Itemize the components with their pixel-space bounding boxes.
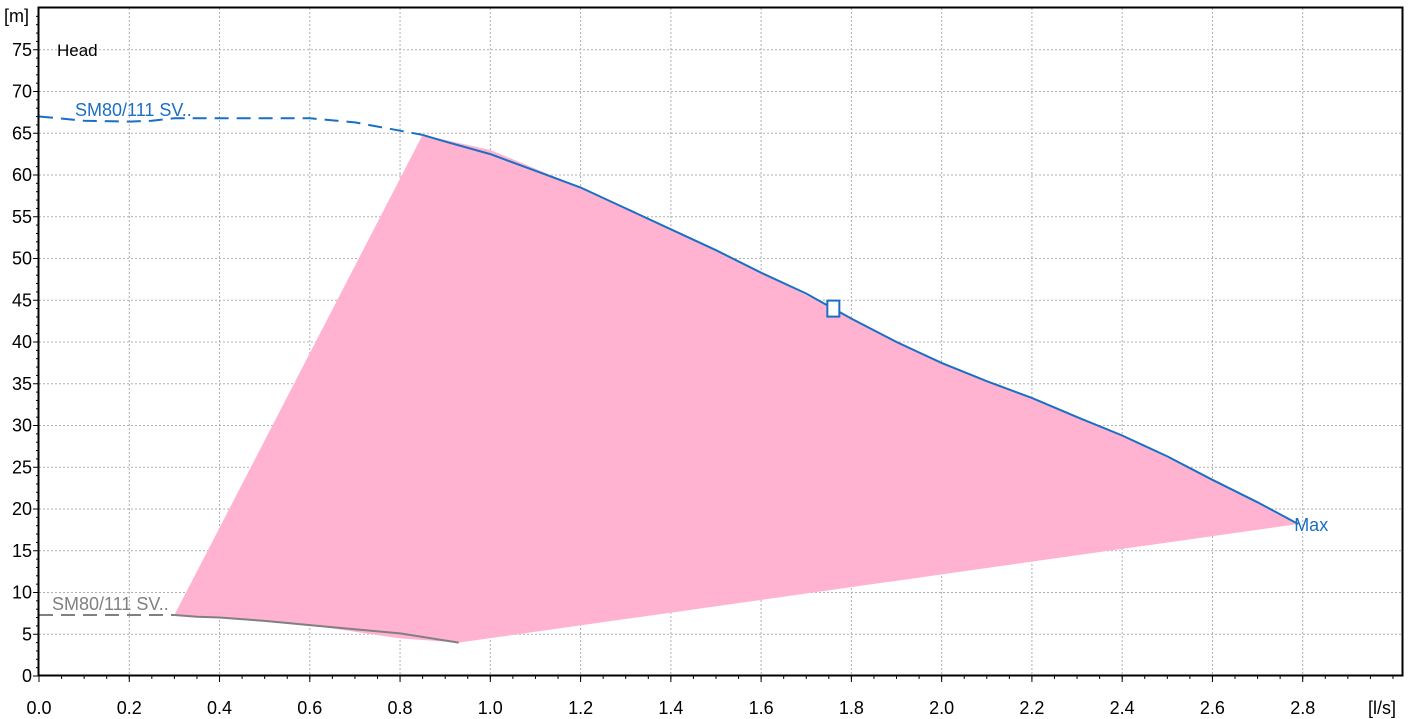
y-tick-label: 50 (12, 249, 32, 269)
y-tick-label: 60 (12, 165, 32, 185)
y-tick-label: 10 (12, 583, 32, 603)
operating-area-layer (174, 134, 1299, 643)
x-tick-label: 1.6 (749, 698, 774, 718)
x-tick-label: 2.0 (929, 698, 954, 718)
max-end-label: Max (1294, 515, 1328, 535)
x-axis-unit: [l/s] (1368, 698, 1396, 718)
y-tick-label: 70 (12, 82, 32, 102)
y-tick-label: 40 (12, 332, 32, 352)
x-tick-label: 0.4 (207, 698, 232, 718)
x-tick-label: 2.6 (1200, 698, 1225, 718)
x-tick-label: 2.2 (1019, 698, 1044, 718)
y-tick-label: 55 (12, 207, 32, 227)
y-tick-label: 20 (12, 499, 32, 519)
chart-title: Head (57, 41, 98, 60)
y-tick-label: 5 (22, 624, 32, 644)
y-tick-label: 30 (12, 416, 32, 436)
y-tick-label: 75 (12, 40, 32, 60)
y-tick-label: 0 (22, 666, 32, 686)
x-tick-label: 1.4 (658, 698, 683, 718)
axes (33, 6, 1404, 682)
y-tick-label: 45 (12, 290, 32, 310)
x-tick-label: 1.8 (839, 698, 864, 718)
y-tick-label: 65 (12, 123, 32, 143)
max-curve-label: SM80/111 SV.. (75, 100, 192, 120)
x-tick-label: 2.8 (1290, 698, 1315, 718)
curves-layer (38, 115, 1299, 644)
y-tick-label: 25 (12, 457, 32, 477)
x-tick-label: 0.2 (117, 698, 142, 718)
x-tick-label: 2.4 (1110, 698, 1135, 718)
y-axis-unit: [m] (4, 6, 29, 26)
min-curve (174, 614, 459, 644)
min-curve-label: SM80/111 SV.. (52, 594, 169, 614)
operating-area (174, 134, 1299, 643)
x-tick-label: 0.8 (388, 698, 413, 718)
x-tick-label: 0.6 (297, 698, 322, 718)
tick-labels: 0.0 0.2 0.4 0.6 0.8 1.0 1.2 1.4 1.6 1.8 2.0 2.2 2.4 2… (12, 40, 1328, 718)
x-tick-label: 0.0 (26, 698, 51, 718)
x-tick-label: 1.0 (478, 698, 503, 718)
y-tick-label: 35 (12, 374, 32, 394)
max-curve-dashed (38, 115, 423, 136)
duty-point-marker (826, 299, 841, 318)
y-tick-label: 15 (12, 541, 32, 561)
x-tick-label: 1.2 (568, 698, 593, 718)
max-curve (422, 133, 1299, 525)
